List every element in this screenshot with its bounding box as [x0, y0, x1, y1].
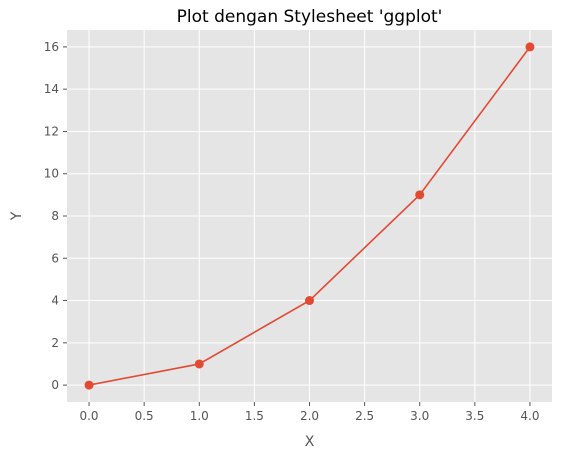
data-point: [305, 296, 314, 306]
x-tick-label: 0.0: [79, 409, 98, 423]
y-tick-label: 14: [44, 82, 59, 96]
x-tick-label: 0.5: [135, 409, 154, 423]
y-tick-label: 0: [51, 378, 59, 392]
data-point: [194, 359, 204, 369]
y-tick-label: 12: [44, 124, 59, 138]
chart-title: Plot dengan Stylesheet 'ggplot': [177, 7, 443, 27]
data-point: [415, 190, 425, 200]
y-tick-label: 6: [51, 251, 59, 265]
y-axis-label: Y: [9, 211, 25, 221]
x-tick-label: 2.5: [355, 409, 374, 423]
x-tick-label: 4.0: [520, 409, 539, 423]
x-axis-label: X: [305, 434, 315, 450]
y-tick-label: 8: [51, 209, 59, 223]
x-tick-label: 1.5: [245, 409, 264, 423]
x-tick-label: 3.0: [410, 409, 429, 423]
y-tick-label: 16: [44, 40, 59, 54]
y-tick-label: 4: [51, 294, 59, 308]
data-point: [84, 380, 94, 390]
x-tick-label: 2.0: [300, 409, 319, 423]
grid-lines: [67, 30, 552, 402]
x-tick-label: 1.0: [190, 409, 209, 423]
y-tick-label: 2: [51, 336, 59, 350]
series: [84, 42, 535, 390]
data-point: [525, 42, 535, 52]
x-tick-label: 3.5: [465, 409, 484, 423]
y-tick-label: 10: [44, 167, 59, 181]
ticks: 0.0 0.5 1.0 1.5 2.0 2.5 3.0 3.5 4.0 0 2 4 6 8 10 12 14 16: [44, 40, 540, 423]
